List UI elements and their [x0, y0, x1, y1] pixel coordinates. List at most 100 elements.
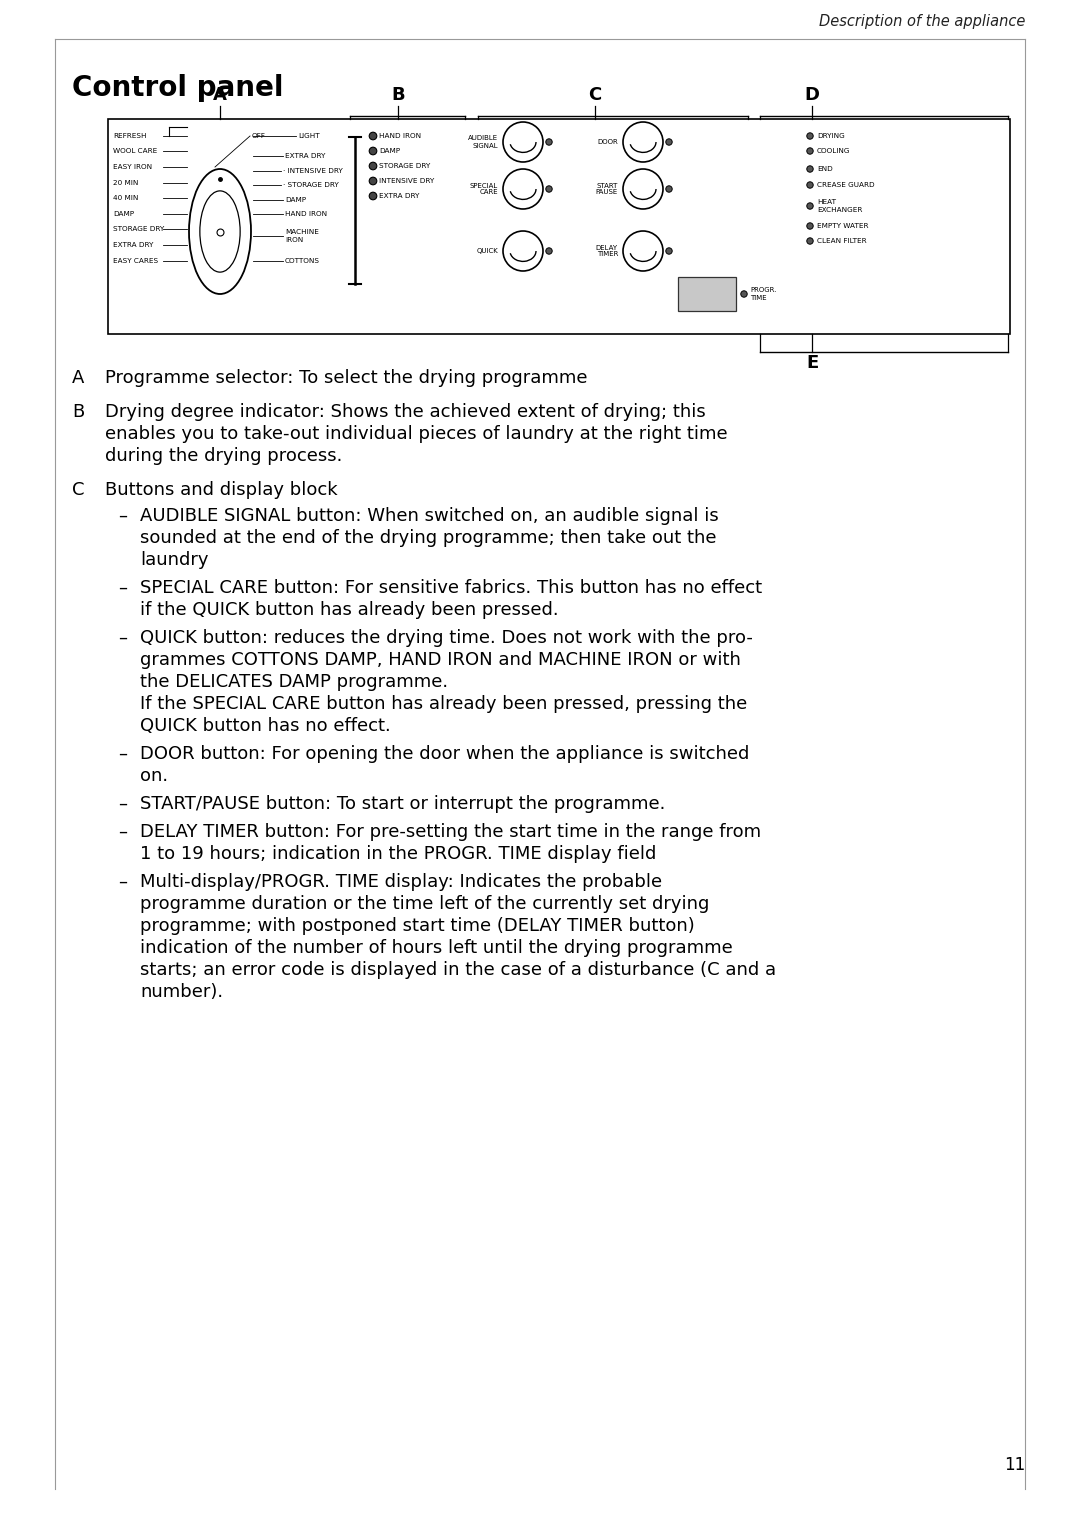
Text: DAMP: DAMP [113, 211, 134, 217]
Text: STORAGE DRY: STORAGE DRY [113, 226, 164, 232]
Circle shape [503, 122, 543, 162]
Circle shape [807, 203, 813, 209]
Text: 40 MIN: 40 MIN [113, 196, 138, 200]
Circle shape [369, 177, 377, 185]
Text: C: C [589, 86, 602, 104]
Circle shape [807, 133, 813, 139]
Text: sounded at the end of the drying programme; then take out the: sounded at the end of the drying program… [140, 529, 716, 547]
Circle shape [503, 231, 543, 271]
Text: DAMP: DAMP [285, 197, 306, 203]
Circle shape [807, 239, 813, 245]
Text: grammes COTTONS DAMP, HAND IRON and MACHINE IRON or with: grammes COTTONS DAMP, HAND IRON and MACH… [140, 651, 741, 670]
Text: D: D [805, 86, 820, 104]
Text: enables you to take-out individual pieces of laundry at the right time: enables you to take-out individual piece… [105, 425, 728, 443]
Text: Multi-display/PROGR. TIME display: Indicates the probable: Multi-display/PROGR. TIME display: Indic… [140, 873, 662, 891]
Text: EMPTY WATER: EMPTY WATER [816, 223, 868, 229]
Text: B: B [391, 86, 405, 104]
Text: E: E [806, 355, 819, 372]
Text: DELAY
TIMER: DELAY TIMER [596, 245, 618, 257]
Circle shape [369, 147, 377, 154]
Text: QUICK button has no effect.: QUICK button has no effect. [140, 717, 391, 735]
Text: DOOR: DOOR [597, 139, 618, 145]
Circle shape [807, 148, 813, 154]
Text: DOOR button: For opening the door when the appliance is switched: DOOR button: For opening the door when t… [140, 745, 750, 763]
Text: indication of the number of hours left until the drying programme: indication of the number of hours left u… [140, 939, 732, 957]
Circle shape [503, 170, 543, 209]
Bar [678, 277, 735, 310]
Circle shape [665, 187, 672, 193]
Text: CLEAN FILTER: CLEAN FILTER [816, 239, 866, 245]
Text: –: – [118, 628, 127, 647]
Circle shape [369, 162, 377, 170]
Text: A: A [213, 86, 227, 104]
Text: CREASE GUARD: CREASE GUARD [816, 182, 875, 188]
Text: · STORAGE DRY: · STORAGE DRY [283, 182, 339, 188]
Circle shape [623, 170, 663, 209]
Text: –: – [118, 795, 127, 813]
Text: EASY CARES: EASY CARES [113, 258, 158, 265]
Text: Programme selector: To select the drying programme: Programme selector: To select the drying… [105, 368, 588, 387]
Text: START
PAUSE: START PAUSE [596, 182, 618, 196]
Text: 1 to 19 hours; indication in the PROGR. TIME display field: 1 to 19 hours; indication in the PROGR. … [140, 846, 657, 862]
Text: If the SPECIAL CARE button has already been pressed, pressing the: If the SPECIAL CARE button has already b… [140, 696, 747, 713]
Text: during the drying process.: during the drying process. [105, 446, 342, 465]
Circle shape [545, 187, 552, 193]
Text: SPECIAL CARE button: For sensitive fabrics. This button has no effect: SPECIAL CARE button: For sensitive fabri… [140, 579, 762, 596]
Text: DAMP: DAMP [379, 148, 400, 154]
Text: STORAGE DRY: STORAGE DRY [379, 164, 430, 170]
Text: PROGR.
TIME: PROGR. TIME [750, 287, 777, 301]
Text: AUDIBLE SIGNAL button: When switched on, an audible signal is: AUDIBLE SIGNAL button: When switched on,… [140, 508, 719, 524]
Text: END: END [816, 167, 833, 171]
Text: A: A [72, 368, 84, 387]
Circle shape [623, 231, 663, 271]
Text: programme; with postponed start time (DELAY TIMER button): programme; with postponed start time (DE… [140, 917, 694, 936]
Text: HAND IRON: HAND IRON [379, 133, 421, 139]
Text: EXTRA DRY: EXTRA DRY [379, 193, 419, 199]
Text: 20 MIN: 20 MIN [113, 180, 138, 187]
Circle shape [807, 223, 813, 229]
Text: number).: number). [140, 983, 224, 1001]
Text: REFRESH: REFRESH [113, 133, 147, 139]
Text: 11: 11 [1003, 1456, 1025, 1474]
Text: the DELICATES DAMP programme.: the DELICATES DAMP programme. [140, 673, 448, 691]
Text: QUICK button: reduces the drying time. Does not work with the pro-: QUICK button: reduces the drying time. D… [140, 628, 753, 647]
Text: Buttons and display block: Buttons and display block [105, 482, 338, 498]
Text: starts; an error code is displayed in the case of a disturbance (С and a: starts; an error code is displayed in th… [140, 962, 777, 979]
Circle shape [545, 139, 552, 145]
Text: Description of the appliance: Description of the appliance [819, 14, 1025, 29]
Text: Control panel: Control panel [72, 73, 283, 102]
Text: programme duration or the time left of the currently set drying: programme duration or the time left of t… [140, 894, 710, 913]
Text: SPECIAL
CARE: SPECIAL CARE [470, 182, 498, 196]
Text: INTENSIVE DRY: INTENSIVE DRY [379, 177, 434, 183]
Text: if the QUICK button has already been pressed.: if the QUICK button has already been pre… [140, 601, 558, 619]
Text: B: B [72, 404, 84, 420]
Text: LIGHT: LIGHT [298, 133, 320, 139]
Text: · INTENSIVE DRY: · INTENSIVE DRY [283, 168, 342, 174]
Text: –: – [118, 745, 127, 763]
Text: HEAT
EXCHANGER: HEAT EXCHANGER [816, 199, 862, 213]
Text: –: – [118, 579, 127, 596]
Text: DELAY TIMER button: For pre-setting the start time in the range from: DELAY TIMER button: For pre-setting the … [140, 823, 761, 841]
Circle shape [807, 165, 813, 173]
Text: AUDIBLE
SIGNAL: AUDIBLE SIGNAL [468, 136, 498, 148]
Text: MACHINE
IRON: MACHINE IRON [285, 229, 319, 243]
Text: COTTONS: COTTONS [285, 258, 320, 265]
Bar [108, 119, 1010, 333]
Circle shape [369, 193, 377, 200]
Text: laundry: laundry [140, 550, 208, 569]
Text: EXTRA DRY: EXTRA DRY [113, 242, 153, 248]
Text: on.: on. [140, 768, 168, 784]
Text: DRYING: DRYING [816, 133, 845, 139]
Text: –: – [118, 873, 127, 891]
Circle shape [807, 182, 813, 188]
Circle shape [545, 248, 552, 254]
Text: WOOL CARE: WOOL CARE [113, 148, 158, 154]
Text: Drying degree indicator: Shows the achieved extent of drying; this: Drying degree indicator: Shows the achie… [105, 404, 705, 420]
Circle shape [741, 291, 747, 297]
Text: QUICK: QUICK [476, 248, 498, 254]
Circle shape [369, 131, 377, 139]
Circle shape [665, 248, 672, 254]
Text: HAND IRON: HAND IRON [285, 211, 327, 217]
Circle shape [623, 122, 663, 162]
Ellipse shape [200, 191, 240, 272]
